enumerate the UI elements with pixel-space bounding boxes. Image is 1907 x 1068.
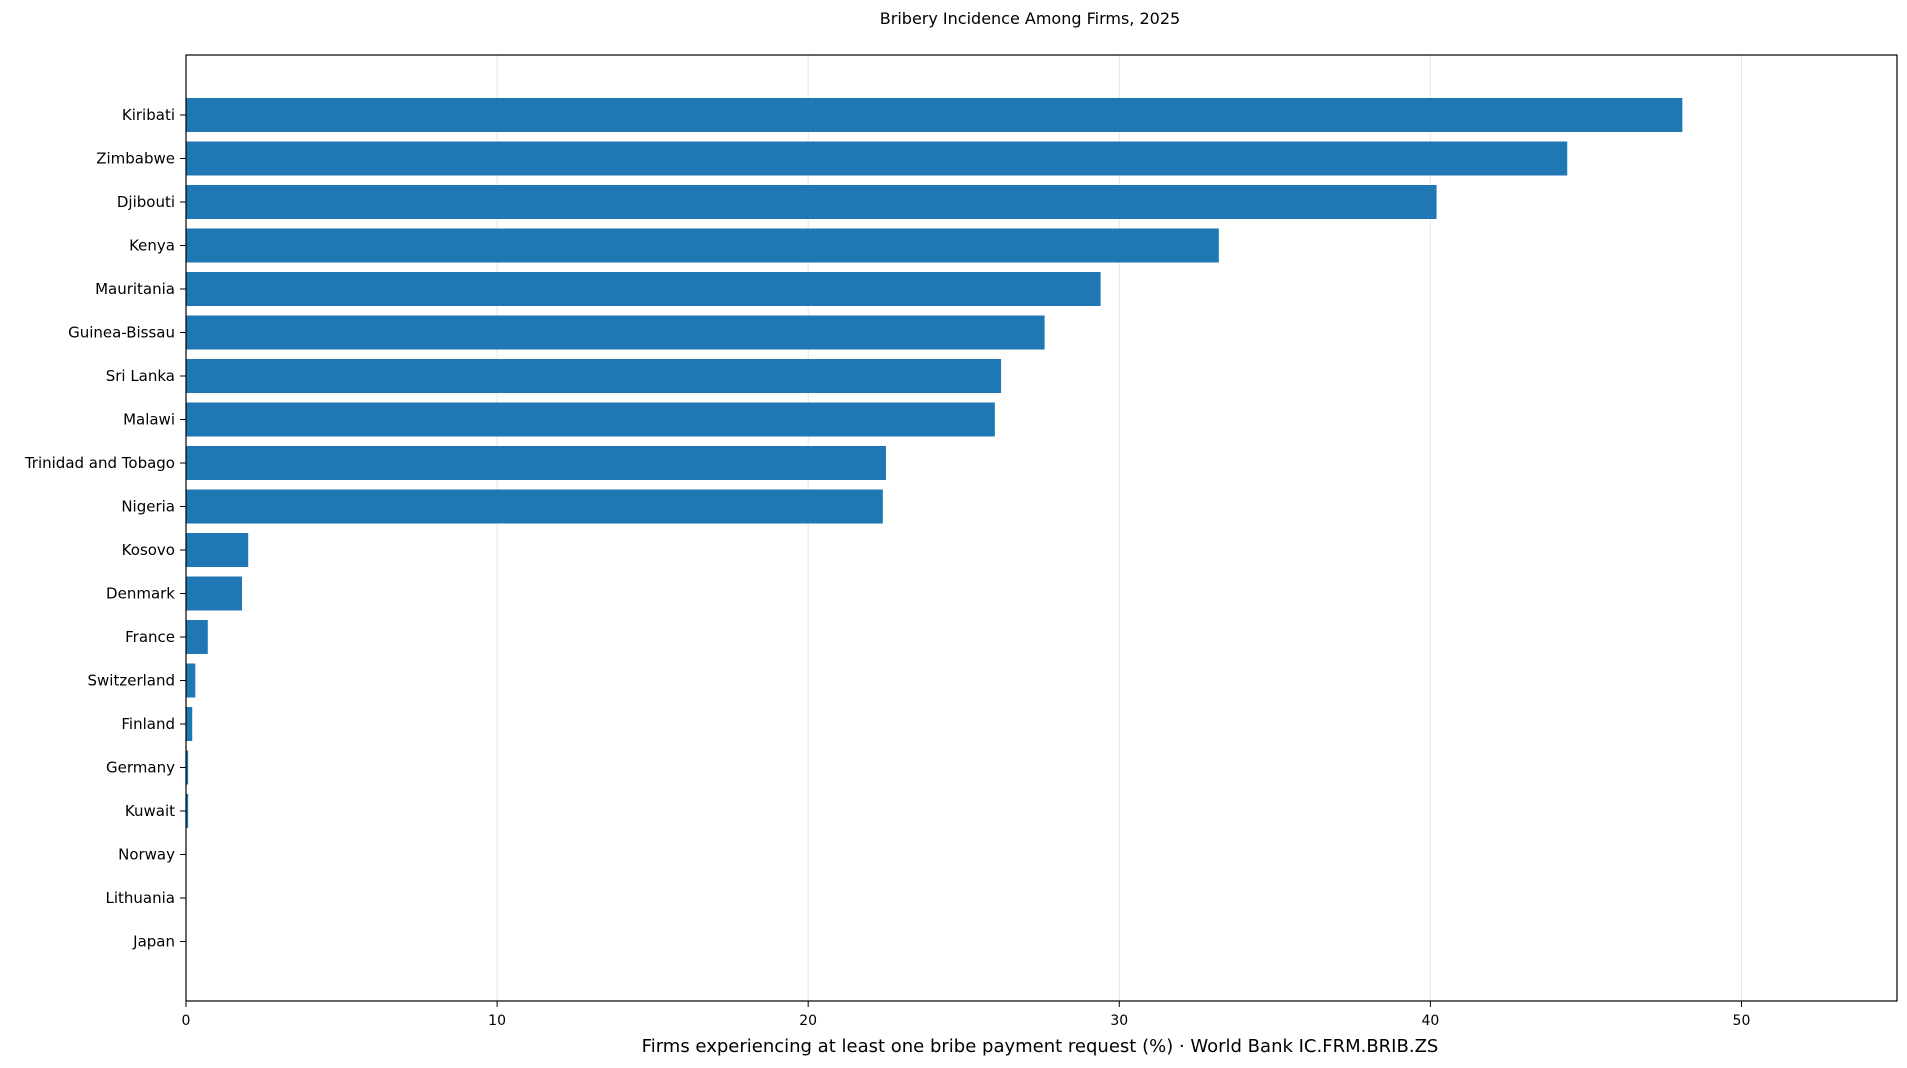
- y-tick-label: Japan: [132, 933, 175, 951]
- y-tick-label: Finland: [121, 715, 175, 733]
- bar-denmark: [186, 576, 242, 611]
- value-axis: 0 10 20 30 40 50: [182, 1001, 1751, 1029]
- x-tick-label: 50: [1733, 1013, 1751, 1029]
- y-tick-label: Denmark: [106, 585, 175, 603]
- x-tick-label: 20: [799, 1013, 817, 1029]
- y-tick-label: Kiribati: [122, 106, 175, 124]
- bar-kiribati: [186, 98, 1683, 132]
- x-tick-label: 0: [182, 1013, 191, 1029]
- y-tick-label: Kuwait: [125, 802, 175, 820]
- x-tick-label: 40: [1421, 1013, 1439, 1029]
- bar-france: [186, 620, 208, 654]
- bar-nigeria: [186, 489, 883, 524]
- y-tick-label: Nigeria: [121, 498, 175, 516]
- y-tick-label: Malawi: [123, 411, 175, 429]
- bar-germany: [186, 750, 189, 785]
- bar-trinidad-and-tobago: [186, 446, 886, 480]
- y-tick-label: Guinea-Bissau: [68, 324, 175, 342]
- y-tick-label: Kenya: [129, 237, 175, 255]
- bar-zimbabwe: [186, 141, 1568, 176]
- category-axis: Kiribati Zimbabwe Djibouti Kenya Mauritania G…: [24, 106, 186, 951]
- y-tick-label: Lithuania: [106, 889, 175, 907]
- y-tick-label: Norway: [118, 846, 175, 864]
- y-tick-label: Trinidad and Tobago: [24, 454, 175, 472]
- y-tick-label: Kosovo: [122, 541, 175, 559]
- bar-malawi: [186, 402, 995, 437]
- y-tick-label: Mauritania: [95, 280, 175, 298]
- bar-sri-lanka: [186, 359, 1002, 393]
- y-tick-label: Djibouti: [117, 193, 175, 211]
- bars: [186, 98, 1683, 828]
- bar-kuwait: [186, 794, 189, 828]
- y-tick-label: Sri Lanka: [106, 367, 175, 385]
- bar-switzerland: [186, 663, 196, 698]
- bar-kenya: [186, 228, 1219, 263]
- y-tick-label: Switzerland: [88, 672, 176, 690]
- plot-area-frame: [185, 54, 1898, 1002]
- y-tick-label: Zimbabwe: [96, 150, 175, 168]
- bar-guinea-bissau: [186, 315, 1045, 350]
- bar-djibouti: [186, 185, 1437, 219]
- chart-title: Bribery Incidence Among Firms, 2025: [880, 9, 1180, 28]
- bar-kosovo: [186, 533, 249, 567]
- bar-finland: [186, 707, 193, 741]
- x-tick-label: 30: [1110, 1013, 1128, 1029]
- y-tick-label: France: [125, 628, 175, 646]
- x-tick-label: 10: [488, 1013, 506, 1029]
- bar-mauritania: [186, 272, 1101, 306]
- x-axis-label: Firms experiencing at least one bribe pa…: [642, 1036, 1439, 1057]
- y-tick-label: Germany: [106, 759, 175, 777]
